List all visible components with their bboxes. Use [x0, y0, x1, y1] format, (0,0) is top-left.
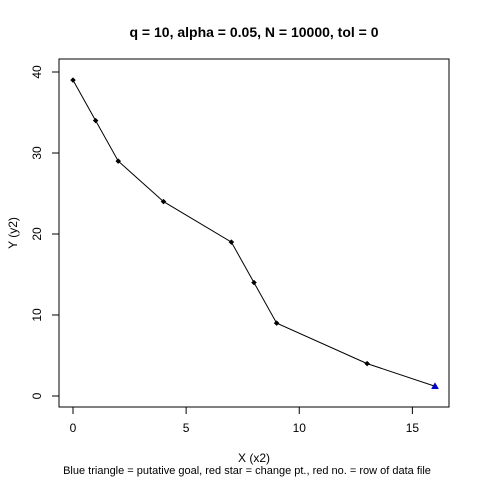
data-point: [364, 360, 370, 367]
goal-marker: [431, 382, 439, 390]
plot-frame: [58, 58, 450, 408]
y-tick-label: 10: [30, 308, 44, 322]
x-tick-label: 0: [70, 421, 77, 435]
data-point: [115, 158, 122, 164]
y-tick-label: 0: [30, 392, 44, 399]
y-axis: 0 10 20 30 40: [30, 65, 60, 399]
x-axis: 0 5 10 15: [70, 406, 420, 435]
chart-title: q = 10, alpha = 0.05, N = 10000, tol = 0: [129, 24, 378, 40]
chart-caption: Blue triangle = putative goal, red star …: [63, 465, 431, 477]
x-axis-label: X (x2): [238, 451, 270, 465]
y-tick-label: 40: [30, 65, 44, 79]
y-tick-label: 20: [30, 227, 44, 241]
data-point: [251, 279, 257, 286]
data-point: [273, 320, 280, 326]
data-point: [160, 198, 167, 205]
data-point: [228, 239, 235, 245]
data-point: [92, 117, 99, 124]
data-point: [70, 77, 76, 83]
series-line: [72, 79, 436, 387]
y-tick-label: 30: [30, 146, 44, 160]
x-tick-label: 15: [406, 421, 420, 435]
y-axis-label: Y (y2): [6, 217, 20, 249]
x-tick-label: 10: [293, 421, 307, 435]
series-layer: [70, 77, 439, 390]
x-tick-label: 5: [183, 421, 190, 435]
